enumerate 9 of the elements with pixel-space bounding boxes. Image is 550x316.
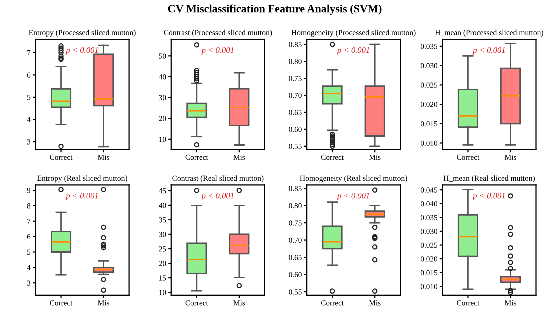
annotation: p < 0.001 <box>336 193 370 200</box>
text: CV Misclassification Feature Analysis (SVM) <box>168 4 382 15</box>
annotation: p < 0.001 <box>66 193 98 200</box>
annotation: p < 0.001 <box>201 47 234 55</box>
annotation: p < 0.001 <box>336 47 370 55</box>
annotation: p < 0.001 <box>472 47 505 55</box>
annotation: p < 0.001 <box>472 193 505 200</box>
annotation: p < 0.001 <box>66 47 98 55</box>
annotation: p < 0.001 <box>201 193 234 200</box>
